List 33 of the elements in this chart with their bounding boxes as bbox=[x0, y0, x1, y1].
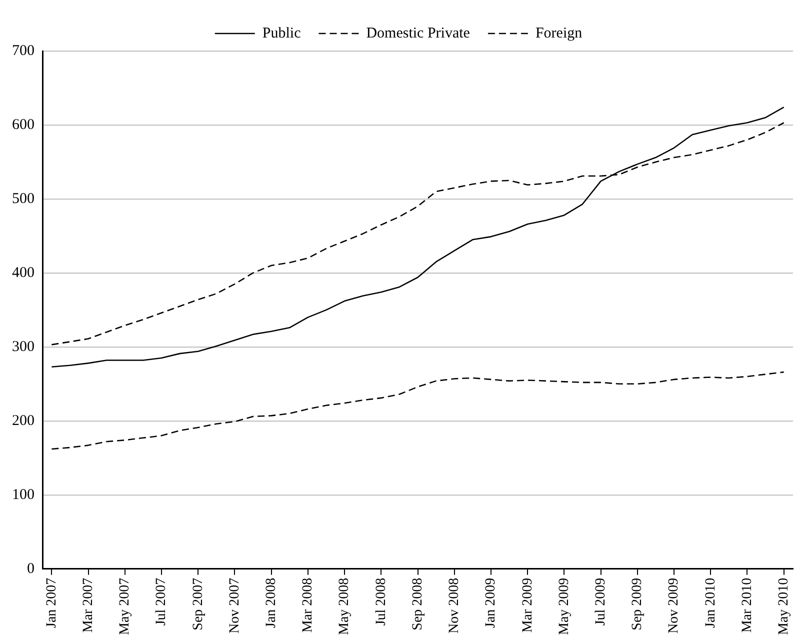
x-tick-label: Jul 2007 bbox=[154, 578, 170, 626]
x-tick-label: Mar 2010 bbox=[740, 578, 755, 633]
x-tick-label: May 2007 bbox=[118, 578, 133, 636]
y-tick-label: 300 bbox=[12, 338, 34, 355]
x-tick-label: Mar 2007 bbox=[80, 578, 96, 633]
x-tick-label: Jan 2009 bbox=[484, 578, 499, 628]
x-tick-label: Nov 2007 bbox=[227, 578, 242, 634]
x-tick-label: Sep 2008 bbox=[410, 578, 426, 630]
y-tick-label: 0 bbox=[27, 560, 34, 577]
y-tick-label: 500 bbox=[12, 190, 34, 207]
x-tick-label: Nov 2008 bbox=[447, 578, 462, 634]
x-tick-label: Jul 2009 bbox=[593, 578, 608, 626]
legend-label: Public bbox=[262, 25, 302, 42]
legend-label: Domestic Private bbox=[366, 25, 470, 42]
x-tick-label: Sep 2007 bbox=[190, 578, 206, 630]
x-tick-label: Mar 2009 bbox=[520, 578, 536, 633]
x-tick-label: Jan 2007 bbox=[44, 578, 60, 628]
x-tick-label: Mar 2008 bbox=[300, 578, 316, 633]
x-tick-label: May 2009 bbox=[556, 578, 572, 636]
y-tick-label: 100 bbox=[12, 486, 34, 503]
x-tick-label: May 2010 bbox=[776, 578, 792, 636]
x-tick-label: Jul 2008 bbox=[374, 578, 389, 626]
y-tick-label: 200 bbox=[12, 412, 34, 429]
y-tick-label: 600 bbox=[12, 116, 34, 133]
line-series bbox=[51, 371, 784, 450]
legend-label: Foreign bbox=[535, 25, 583, 42]
x-tick-label: Nov 2009 bbox=[666, 578, 682, 634]
x-tick-label: Sep 2009 bbox=[630, 578, 646, 630]
y-tick-label: 400 bbox=[12, 264, 34, 281]
x-tick-label: May 2008 bbox=[337, 578, 352, 636]
x-tick-label: Jan 2008 bbox=[264, 578, 279, 628]
x-tick-label: Jan 2010 bbox=[703, 578, 718, 628]
y-tick-label: 700 bbox=[12, 42, 34, 59]
